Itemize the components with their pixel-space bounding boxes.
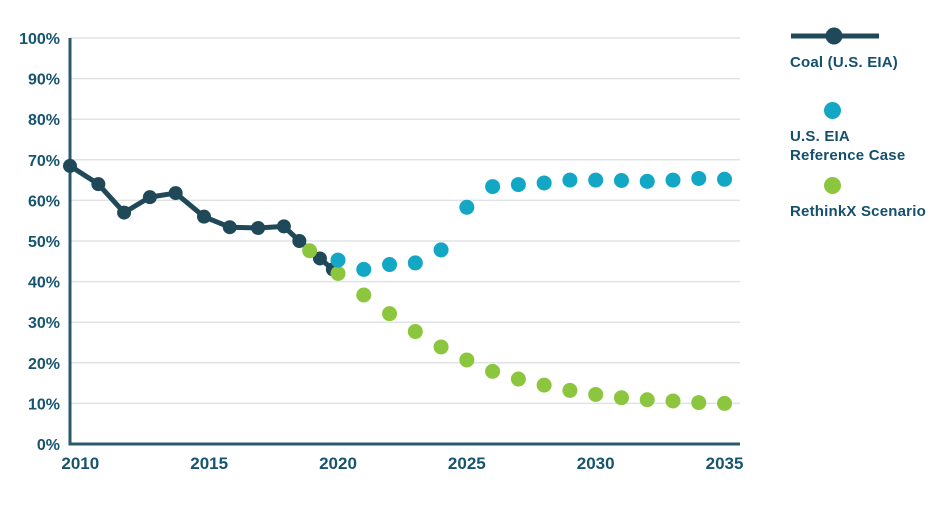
- coal-point: [222, 220, 237, 235]
- rethinkx-point: [613, 390, 629, 406]
- eia-reference-dot-icon: [824, 102, 841, 119]
- legend-label-eia-line2: Reference Case: [790, 147, 906, 164]
- coal-point: [312, 251, 327, 266]
- rethinkx-dot-icon: [824, 177, 841, 194]
- y-axis-tick-label: 70%: [28, 153, 60, 170]
- rethinkx-point: [407, 324, 423, 340]
- rethinkx-point: [302, 243, 318, 259]
- coal-point: [63, 158, 77, 173]
- rethinkx-point: [639, 392, 655, 408]
- eia-reference-point: [433, 242, 449, 258]
- x-axis-tick-label: 2030: [577, 454, 615, 473]
- x-axis-tick-label: 2020: [319, 454, 357, 473]
- coal-point: [142, 190, 157, 205]
- coal-point: [292, 234, 307, 248]
- rethinkx-point: [485, 363, 501, 379]
- y-axis-tick-label: 10%: [28, 396, 60, 413]
- eia-reference-point: [330, 252, 346, 268]
- rethinkx-point: [356, 287, 372, 303]
- eia-reference-point: [588, 172, 604, 188]
- rethinkx-point: [433, 339, 449, 355]
- eia-reference-point: [459, 199, 475, 215]
- y-axis-tick-label: 60%: [28, 193, 60, 210]
- rethinkx-point: [691, 395, 707, 411]
- rethinkx-point: [588, 386, 604, 402]
- x-axis-tick-label: 2035: [706, 454, 744, 473]
- y-axis-tick-label: 50%: [28, 234, 60, 251]
- y-axis-tick-label: 0%: [37, 437, 60, 454]
- rethinkx-point: [382, 306, 398, 322]
- eia-reference-point: [665, 172, 681, 188]
- y-axis-tick-label: 90%: [28, 72, 60, 89]
- eia-reference-point: [691, 170, 707, 186]
- coal-point: [168, 186, 183, 201]
- rethinkx-point: [717, 395, 733, 411]
- eia-reference-point: [485, 179, 501, 195]
- eia-reference-point: [717, 171, 733, 187]
- eia-reference-point: [382, 257, 398, 273]
- legend-label-eia-line1: U.S. EIA: [790, 128, 850, 145]
- legend-item-rethinkx: RethinkX Scenario: [790, 177, 948, 221]
- coal-line-marker-icon: [791, 27, 879, 45]
- coal-point: [197, 209, 211, 224]
- legend-label-rethinkx: RethinkX Scenario: [790, 203, 926, 220]
- eia-reference-point: [407, 255, 423, 271]
- eia-reference-point: [536, 175, 552, 191]
- legend-item-eia-reference: U.S. EIA Reference Case: [790, 102, 948, 165]
- x-axis-tick-label: 2015: [190, 454, 228, 473]
- chart-legend: Coal (U.S. EIA) U.S. EIA Reference Case …: [790, 27, 948, 221]
- y-axis-tick-label: 30%: [28, 315, 60, 332]
- rethinkx-point: [510, 371, 526, 387]
- y-axis-tick-label: 40%: [28, 275, 60, 292]
- y-axis-tick-label: 20%: [28, 356, 60, 373]
- rethinkx-point: [459, 352, 475, 368]
- rethinkx-point: [536, 377, 552, 393]
- eia-reference-point: [510, 177, 526, 193]
- coal-point: [117, 205, 132, 220]
- rethinkx-point: [665, 393, 681, 409]
- rethinkx-point: [330, 265, 346, 281]
- y-axis-tick-label: 80%: [28, 112, 60, 129]
- coal-point: [91, 177, 106, 192]
- eia-reference-point: [356, 261, 372, 277]
- y-axis-tick-label: 100%: [19, 31, 60, 48]
- eia-reference-point: [613, 173, 629, 189]
- legend-label-coal: Coal (U.S. EIA): [790, 54, 899, 71]
- coal-point: [251, 221, 266, 236]
- rethinkx-point: [562, 382, 578, 398]
- x-axis-tick-label: 2010: [61, 454, 99, 473]
- x-axis-tick-label: 2025: [448, 454, 486, 473]
- legend-item-coal: Coal (U.S. EIA): [790, 27, 948, 72]
- coal-point: [276, 219, 291, 234]
- eia-reference-point: [562, 172, 578, 188]
- eia-reference-point: [639, 173, 655, 189]
